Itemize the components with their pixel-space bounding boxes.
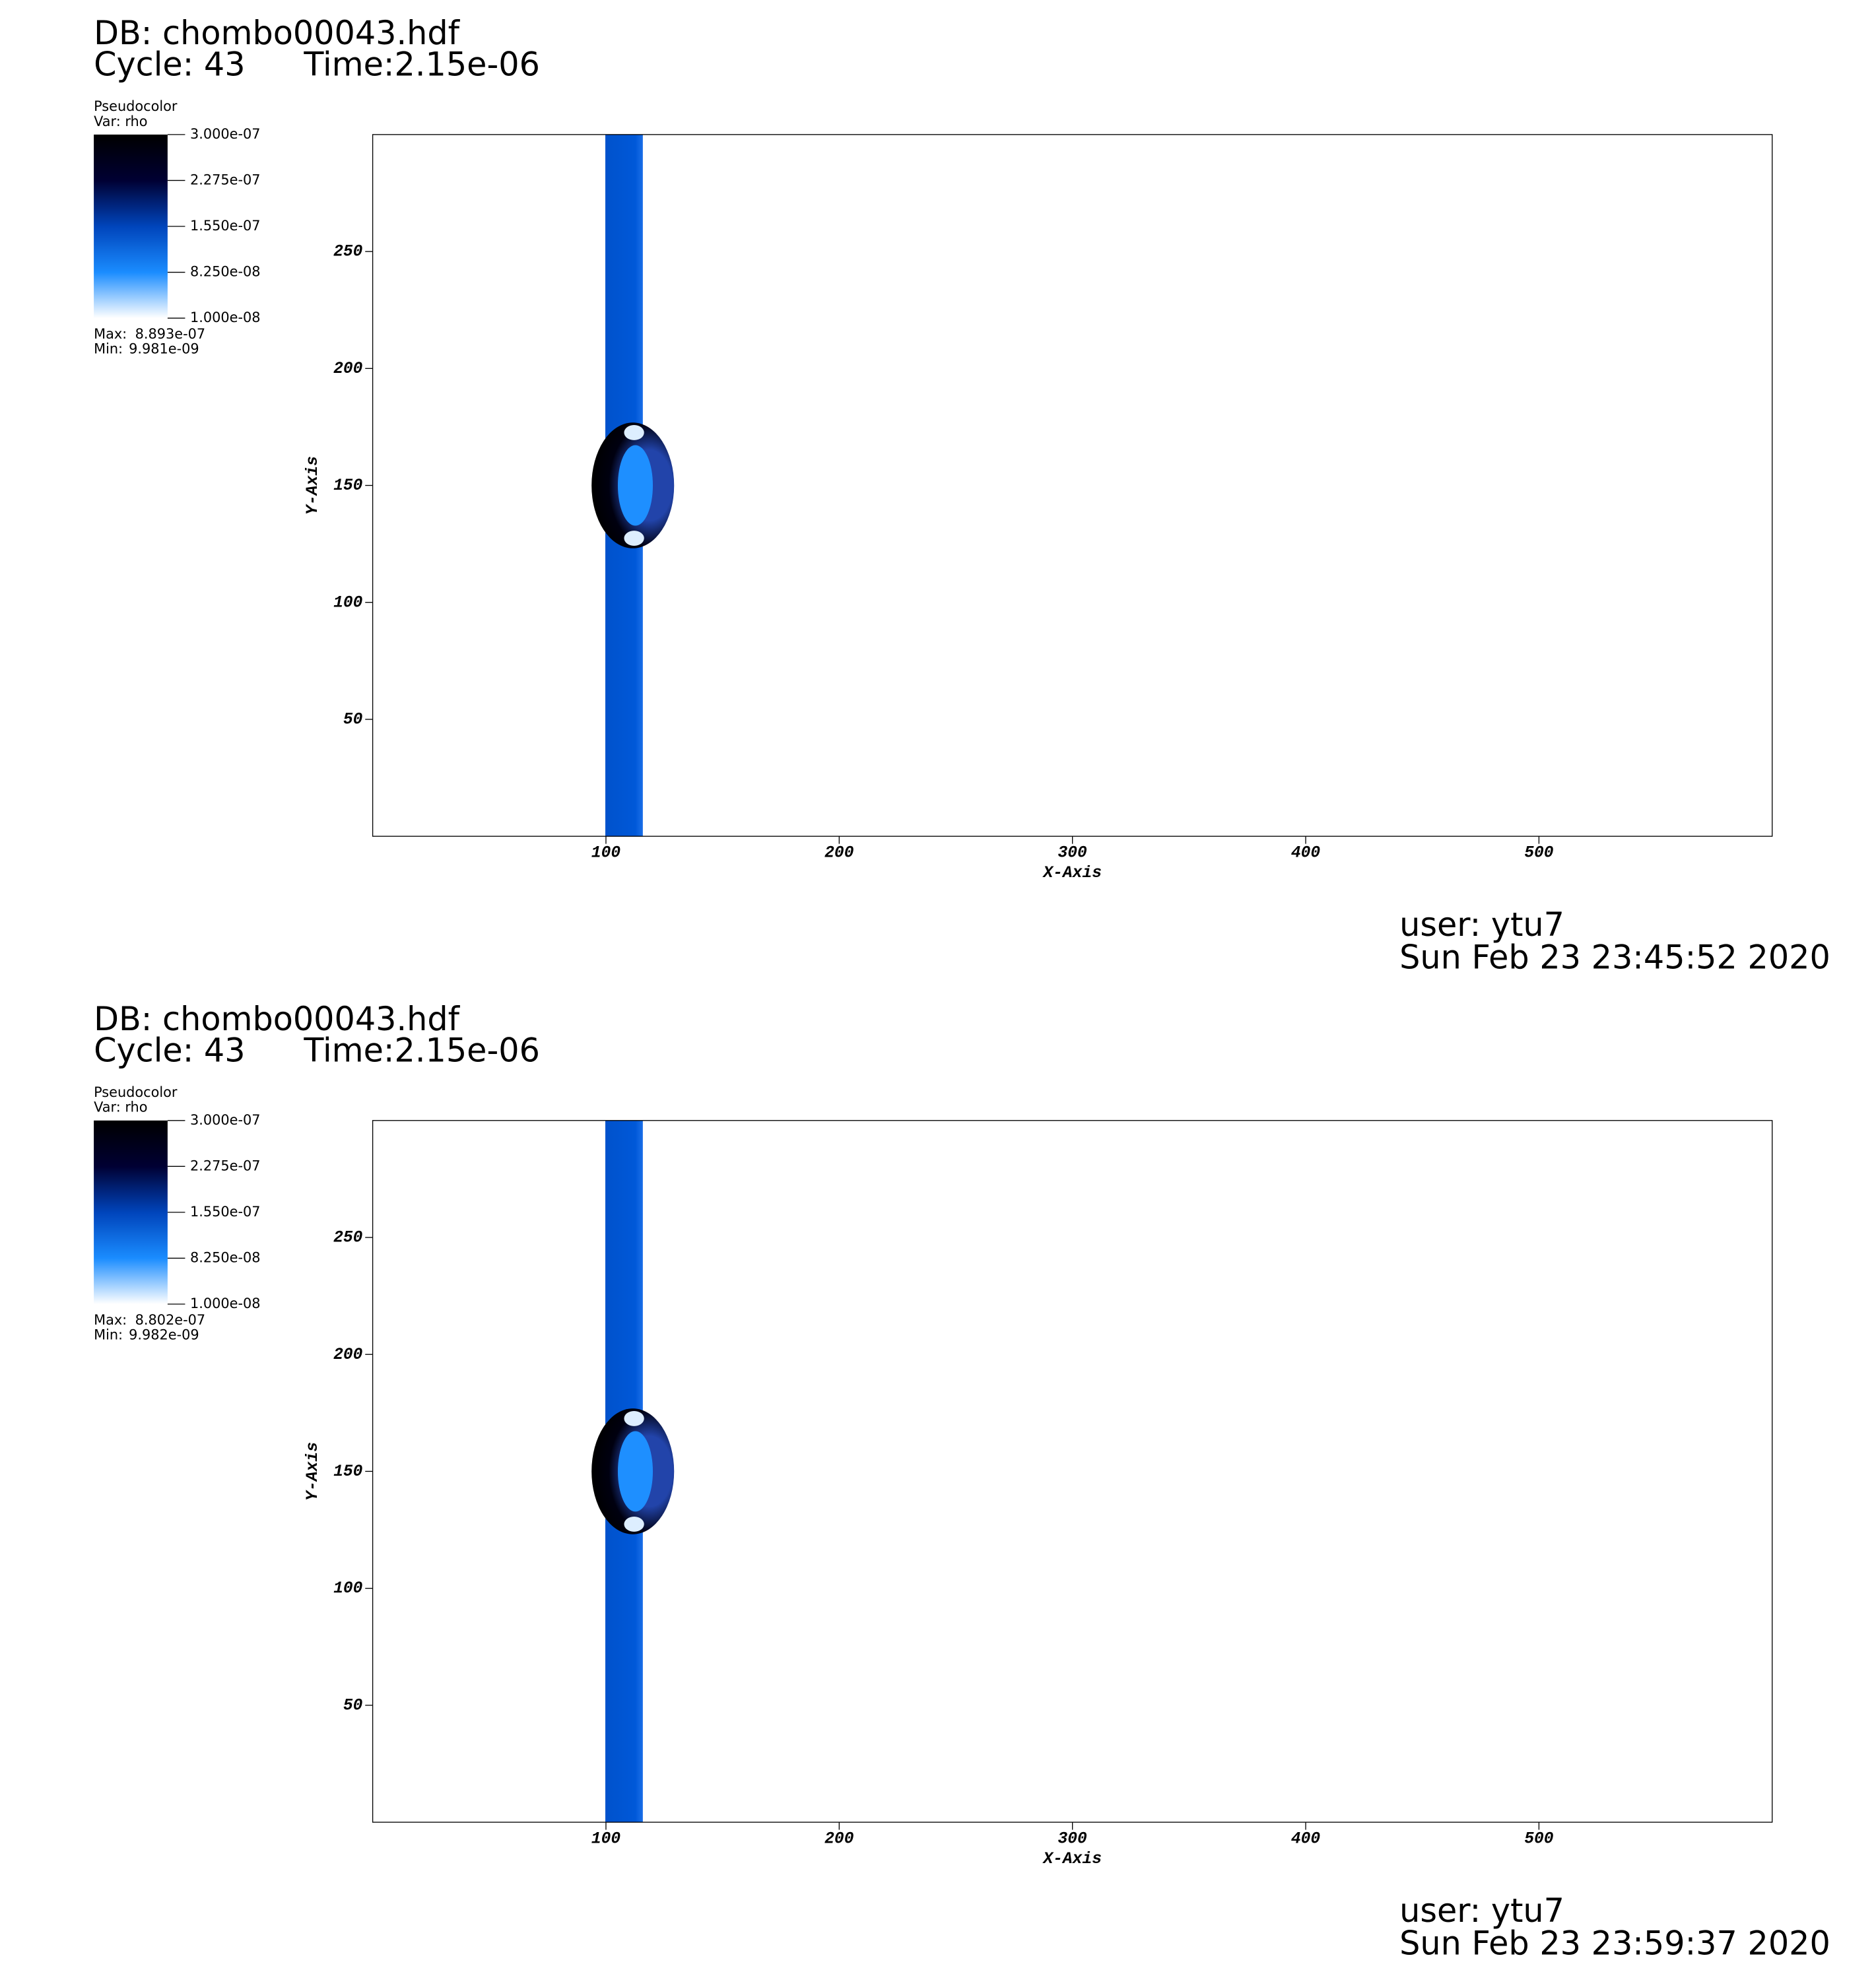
y-tick-label: 150 [333,1463,363,1481]
min-value: 9.982e-09 [129,1327,199,1343]
date: Sun Feb 23 23:45:52 2020 [1399,938,1830,976]
colorbar-tick-label: 1.550e-07 [190,218,260,234]
colorbar-tick-label: 1.000e-08 [190,1296,260,1311]
x-tick-label: 100 [591,843,621,862]
knot-bottom [624,531,644,546]
y-tick-label: 50 [343,1696,363,1715]
knot-top [624,425,644,440]
max-label: Max: [94,326,127,342]
colorbar [94,134,168,319]
y-axis-label: Y-Axis [304,1442,322,1501]
colorbar-tick-label: 1.000e-08 [190,310,260,325]
colorbar-tick-label: 2.275e-07 [190,172,260,187]
legend-var: Var: rho [94,1100,147,1115]
plot-frame [372,1120,1773,1823]
db-name: DB: chombo00043.hdf [94,14,460,52]
x-tick-label: 200 [824,843,854,862]
x-tick-label: 500 [1524,843,1554,862]
x-tick-label: 400 [1291,1829,1321,1848]
max-label: Max: [94,1312,127,1328]
colorbar-tick-label: 3.000e-07 [190,1112,260,1128]
knot-top [624,1410,644,1426]
x-axis-label: X-Axis [1042,864,1102,882]
colorbar-tick-label: 8.250e-08 [190,1249,260,1265]
legend-title: Pseudocolor [94,1084,178,1100]
min-label: Min: [94,1327,123,1343]
db-name: DB: chombo00043.hdf [94,1000,460,1038]
y-tick-label: 250 [333,1228,363,1247]
bubble [617,445,653,526]
legend-var: Var: rho [94,114,147,129]
cycle: Cycle: 43 [94,45,246,83]
colorbar-tick-label: 3.000e-07 [190,126,260,142]
cycle: Cycle: 43 [94,1031,246,1069]
bubble [617,1431,653,1512]
y-tick-label: 150 [333,477,363,495]
y-tick-label: 100 [333,1579,363,1598]
y-axis-label: Y-Axis [304,456,322,515]
colorbar-tick-label: 1.550e-07 [190,1204,260,1220]
colorbar-tick-label: 2.275e-07 [190,1158,260,1173]
max-value: 8.893e-07 [135,326,205,342]
plot-frame [372,134,1773,837]
x-tick-label: 200 [824,1829,854,1848]
x-tick-label: 500 [1524,1829,1554,1848]
min-label: Min: [94,341,123,357]
x-tick-label: 300 [1058,843,1088,862]
x-axis-label: X-Axis [1042,1850,1102,1868]
y-tick-label: 200 [333,360,363,378]
x-tick-label: 400 [1291,843,1321,862]
y-tick-label: 200 [333,1346,363,1364]
min-value: 9.981e-09 [129,341,199,357]
colorbar [94,1120,168,1304]
colorbar-tick-label: 8.250e-08 [190,264,260,280]
time: Time:2.15e-06 [303,1031,540,1069]
time: Time:2.15e-06 [303,45,540,83]
max-value: 8.802e-07 [135,1312,205,1328]
x-tick-label: 100 [591,1829,621,1848]
user: user: ytu7 [1399,1891,1564,1930]
x-tick-label: 300 [1058,1829,1088,1848]
user: user: ytu7 [1399,905,1564,944]
y-tick-label: 50 [343,710,363,729]
legend-title: Pseudocolor [94,98,178,114]
knot-bottom [624,1517,644,1532]
y-tick-label: 250 [333,243,363,261]
y-tick-label: 100 [333,593,363,612]
date: Sun Feb 23 23:59:37 2020 [1399,1924,1830,1962]
